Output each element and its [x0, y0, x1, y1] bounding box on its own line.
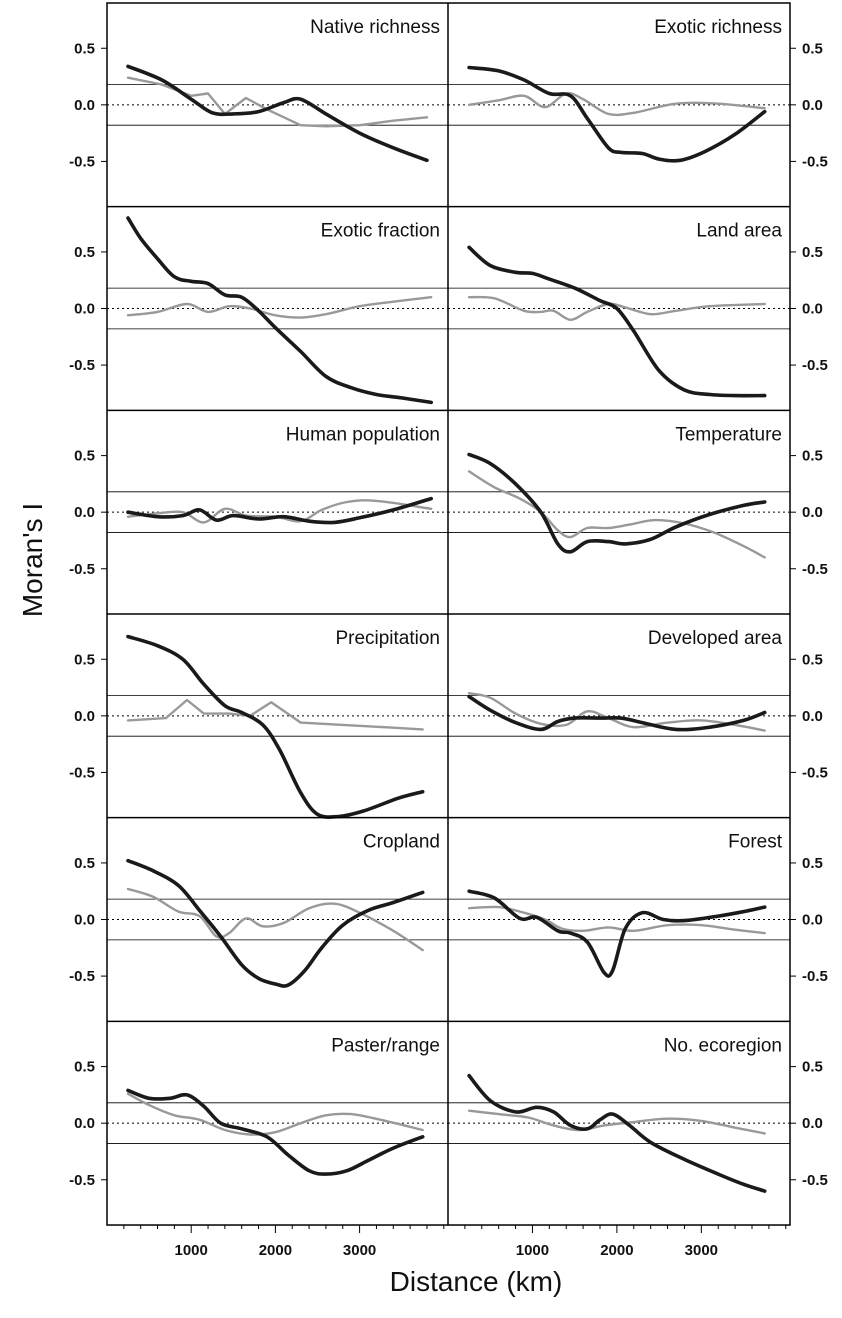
y-tick-label: 0.0	[802, 301, 823, 318]
panel-exotic-fraction: Exotic fraction 0.5 0.0 -0.5	[69, 216, 448, 405]
panel-title: Cropland	[363, 832, 440, 853]
y-tick-label: 0.5	[802, 1059, 823, 1076]
y-tick-label: 0.5	[802, 40, 823, 57]
x-tick-label: 3000	[685, 1242, 718, 1259]
series-line-dark	[467, 889, 767, 978]
x-tick-label: 2000	[259, 1242, 292, 1259]
y-tick-label: 0.0	[74, 912, 95, 929]
y-tick-label: -0.5	[69, 1172, 95, 1189]
panel-human-population: Human population 0.5 0.0 -0.5	[69, 424, 448, 578]
y-tick-label: 0.5	[802, 855, 823, 872]
series-line-gray	[467, 905, 766, 935]
y-tick-label: -0.5	[69, 764, 95, 781]
y-tick-label: 0.0	[74, 504, 95, 521]
series-line-gray	[467, 692, 766, 732]
y-axis-title: Moran's I	[17, 503, 48, 617]
series-line-gray	[126, 698, 424, 731]
y-tick-label: -0.5	[69, 153, 95, 170]
panel-precipitation: Precipitation 0.5 0.0 -0.5	[69, 628, 448, 819]
x-tick-label: 2000	[600, 1242, 633, 1259]
panel-land-area: Land area 0.5 0.0 -0.5	[448, 221, 828, 398]
panel-title: Native richness	[310, 17, 440, 38]
y-tick-label: -0.5	[69, 561, 95, 578]
y-tick-label: 0.5	[74, 1059, 95, 1076]
series-line-dark	[126, 634, 425, 819]
panel-title: Exotic richness	[654, 17, 782, 38]
series-line-gray	[126, 887, 424, 952]
y-tick-label: -0.5	[802, 153, 828, 170]
y-tick-label: -0.5	[69, 357, 95, 374]
series-line-dark	[126, 496, 433, 525]
series-line-gray	[467, 295, 766, 321]
y-tick-label: 0.0	[802, 708, 823, 725]
series-line-dark	[126, 64, 429, 163]
x-tick-label: 3000	[343, 1242, 376, 1259]
x-tick-label: 1000	[175, 1242, 208, 1259]
series-line-dark	[126, 216, 433, 405]
y-tick-label: -0.5	[802, 968, 828, 985]
panel-cropland: Cropland 0.5 0.0 -0.5	[69, 832, 448, 988]
panel-title: Precipitation	[335, 628, 440, 649]
y-tick-label: -0.5	[802, 357, 828, 374]
panel-exotic-richness: Exotic richness 0.5 0.0 -0.5	[448, 17, 828, 170]
y-tick-label: 0.0	[74, 301, 95, 318]
panel-paster-range: Paster/range 0.5 0.0 -0.5	[69, 1035, 448, 1189]
y-tick-label: -0.5	[802, 561, 828, 578]
panel-title: Forest	[728, 832, 783, 853]
series-line-gray	[126, 499, 433, 524]
y-tick-label: -0.5	[69, 968, 95, 985]
series-line-gray	[126, 296, 433, 319]
panel-title: Exotic fraction	[321, 221, 440, 242]
panel-forest: Forest 0.5 0.0 -0.5	[448, 832, 828, 985]
x-axis-title: Distance (km)	[390, 1266, 563, 1297]
panel-title: Human population	[286, 424, 440, 445]
y-tick-label: 0.5	[802, 448, 823, 465]
series-line-dark	[126, 858, 425, 988]
panel-title: No. ecoregion	[664, 1035, 782, 1056]
y-tick-label: 0.0	[802, 97, 823, 114]
series-line-dark	[467, 1073, 767, 1193]
panel-native-richness: Native richness 0.5 0.0 -0.5	[69, 17, 448, 170]
y-tick-label: 0.5	[802, 651, 823, 668]
y-tick-label: 0.5	[74, 855, 95, 872]
y-tick-label: -0.5	[802, 1172, 828, 1189]
series-line-dark	[467, 245, 767, 398]
x-tick-label: 1000	[516, 1242, 549, 1259]
y-tick-label: 0.5	[74, 40, 95, 57]
series-line-gray	[467, 470, 766, 559]
series-line-gray	[467, 92, 766, 117]
y-tick-label: 0.0	[74, 708, 95, 725]
panel-title: Land area	[696, 221, 782, 242]
y-tick-label: 0.0	[802, 912, 823, 929]
panel-temperature: Temperature 0.5 0.0 -0.5	[448, 424, 828, 578]
panel-title: Developed area	[648, 628, 783, 649]
y-tick-label: -0.5	[802, 764, 828, 781]
panel-title: Temperature	[675, 424, 782, 445]
y-tick-label: 0.5	[74, 244, 95, 261]
y-tick-label: 0.5	[802, 244, 823, 261]
series-line-dark	[467, 694, 767, 732]
y-tick-label: 0.0	[74, 97, 95, 114]
series-line-dark	[467, 65, 767, 163]
panel-developed-area: Developed area 0.5 0.0 -0.5	[448, 628, 828, 781]
series-line-dark	[126, 1088, 425, 1176]
y-tick-label: 0.5	[74, 651, 95, 668]
panel-no-ecoregion: No. ecoregion 0.5 0.0 -0.5	[448, 1035, 828, 1193]
panel-title: Paster/range	[331, 1035, 440, 1056]
y-tick-label: 0.0	[802, 1115, 823, 1132]
series-line-dark	[467, 452, 767, 554]
y-tick-label: 0.0	[74, 1115, 95, 1132]
y-tick-label: 0.5	[74, 448, 95, 465]
y-tick-label: 0.0	[802, 504, 823, 521]
series-line-gray	[467, 1109, 766, 1135]
series-line-gray	[126, 1092, 424, 1136]
